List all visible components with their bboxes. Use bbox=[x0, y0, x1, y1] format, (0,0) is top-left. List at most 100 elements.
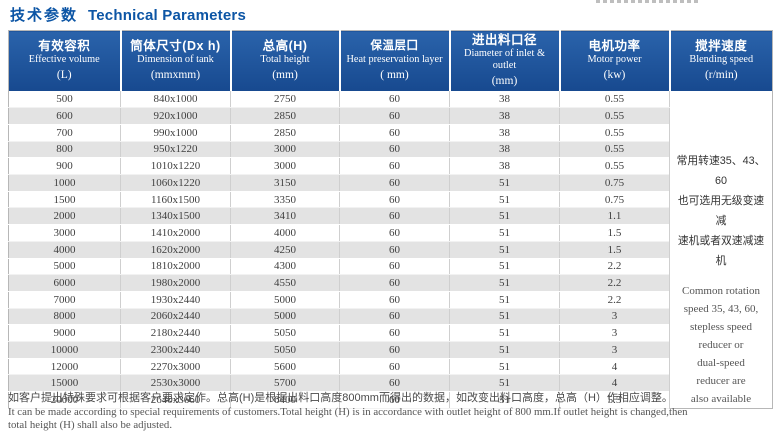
table-cell: 2640x3660 bbox=[120, 391, 231, 409]
table-cell: 60 bbox=[339, 141, 450, 159]
table-cell: 3 bbox=[559, 324, 670, 343]
table-cell: 51 bbox=[449, 224, 560, 242]
table-cell: 60 bbox=[339, 191, 450, 209]
table-cell: 4 bbox=[559, 358, 670, 376]
col-header-unit: (mm) bbox=[272, 69, 298, 81]
table-cell: 51 bbox=[449, 341, 560, 359]
table-cell: 4250 bbox=[230, 241, 340, 259]
table-cell: 7000 bbox=[8, 291, 121, 309]
table-cell: 0.75 bbox=[559, 191, 670, 209]
table-cell: 38 bbox=[449, 91, 560, 109]
table-cell: 2850 bbox=[230, 107, 340, 125]
col-header-unit: (mm) bbox=[491, 75, 518, 87]
col-header-motor-power: 电机功率 Motor power (kw) bbox=[559, 30, 671, 91]
clipped-text-fragment bbox=[596, 0, 698, 3]
table-cell: 1.5 bbox=[559, 241, 670, 259]
table-cell: 5.5 bbox=[559, 391, 670, 409]
table-cell: 6000 bbox=[8, 274, 121, 292]
table-cell: 1160x1500 bbox=[120, 191, 231, 209]
table-cell: 51 bbox=[449, 191, 560, 209]
table-cell: 1810x2000 bbox=[120, 258, 231, 276]
table-cell: 51 bbox=[449, 174, 560, 192]
col-header-en: Diameter of inlet & outlet bbox=[464, 48, 545, 71]
page-title-en: Technical Parameters bbox=[88, 7, 246, 24]
col-header-zh: 保温层囗 bbox=[370, 40, 419, 52]
table-row: 5000 1810x2000 4300 60 51 2.2 bbox=[8, 258, 773, 276]
table-row: 3000 1410x2000 4000 60 51 1.5 bbox=[8, 224, 773, 242]
col-header-diameter-inlet-outlet: 进出料口径 Diameter of inlet & outlet (mm) bbox=[449, 30, 561, 91]
table-cell: 5600 bbox=[230, 358, 340, 376]
table-cell: 60 bbox=[339, 341, 450, 359]
table-cell: 1620x2000 bbox=[120, 241, 231, 259]
table-cell: 51 bbox=[449, 324, 560, 343]
table-cell: 60 bbox=[339, 258, 450, 276]
table-cell: 2850 bbox=[230, 124, 340, 142]
table-cell: 4300 bbox=[230, 258, 340, 276]
table-cell: 2300x2440 bbox=[120, 341, 231, 359]
col-header-unit: (L) bbox=[56, 69, 72, 81]
col-header-unit: (mmxmm) bbox=[150, 69, 201, 81]
table-cell: 38 bbox=[449, 141, 560, 159]
col-header-en: Effective volume bbox=[28, 54, 100, 65]
table-row: 7000 1930x2440 5000 60 51 2.2 bbox=[8, 291, 773, 309]
technical-parameters-table: 有效容积 Effective volume (L) 筒体尺寸(Dx h) Dim… bbox=[8, 30, 773, 409]
table-cell: 840x1000 bbox=[120, 91, 231, 109]
table-cell: 1.5 bbox=[559, 224, 670, 242]
col-header-zh: 有效容积 bbox=[38, 39, 91, 53]
table-header: 有效容积 Effective volume (L) 筒体尺寸(Dx h) Dim… bbox=[8, 30, 773, 91]
table-row: 9000 2180x2440 5050 60 51 3 bbox=[8, 324, 773, 343]
table-cell: 51 bbox=[449, 291, 560, 309]
table-cell: 2.2 bbox=[559, 258, 670, 276]
table-cell: 3410 bbox=[230, 207, 340, 226]
table-cell: 1340x1500 bbox=[120, 207, 231, 226]
table-cell: 10000 bbox=[8, 341, 121, 359]
blending-speed-note-en: Common rotation speed 35, 43, 60, steple… bbox=[682, 285, 760, 405]
table-cell: 15000 bbox=[8, 374, 121, 393]
table-cell: 5050 bbox=[230, 341, 340, 359]
table-cell: 3 bbox=[559, 341, 670, 359]
table-cell: 51 bbox=[449, 358, 560, 376]
col-header-en: Blending speed bbox=[689, 54, 754, 65]
table-cell: 2000 bbox=[8, 207, 121, 226]
table-row: 1500 1160x1500 3350 60 51 0.75 bbox=[8, 191, 773, 209]
table-row: 20000 2640x3660 6400 60 51 5.5 bbox=[8, 391, 773, 409]
col-header-unit: ( mm) bbox=[380, 69, 409, 81]
table-cell: 0.55 bbox=[559, 91, 670, 109]
col-header-zh: 搅拌速度 bbox=[695, 39, 748, 53]
table-cell: 38 bbox=[449, 107, 560, 125]
table-cell: 1060x1220 bbox=[120, 174, 231, 192]
table-cell: 920x1000 bbox=[120, 107, 231, 125]
table-cell: 3350 bbox=[230, 191, 340, 209]
col-header-en: Dimension of tank bbox=[137, 54, 214, 65]
table-row: 8000 2060x2440 5000 60 51 3 bbox=[8, 308, 773, 326]
table-cell: 51 bbox=[449, 274, 560, 292]
table-cell: 1.1 bbox=[559, 207, 670, 226]
table-cell: 60 bbox=[339, 358, 450, 376]
table-cell: 60 bbox=[339, 324, 450, 343]
table-row: 15000 2530x3000 5700 60 51 4 bbox=[8, 374, 773, 393]
table-cell: 2180x2440 bbox=[120, 324, 231, 343]
table-cell: 0.55 bbox=[559, 124, 670, 142]
table-cell: 3 bbox=[559, 308, 670, 326]
table-cell: 950x1220 bbox=[120, 141, 231, 159]
table-cell: 60 bbox=[339, 308, 450, 326]
table-row: 900 1010x1220 3000 60 38 0.55 bbox=[8, 157, 773, 176]
table-cell: 1980x2000 bbox=[120, 274, 231, 292]
table-body: 500 840x1000 2750 60 38 0.55 常用转速35、43、60 也可选用… bbox=[8, 91, 773, 409]
col-header-en: Motor power bbox=[587, 54, 642, 65]
col-header-total-height: 总高(H) Total height (mm) bbox=[230, 30, 341, 91]
table-cell: 38 bbox=[449, 124, 560, 142]
table-cell: 1410x2000 bbox=[120, 224, 231, 242]
table-cell: 4000 bbox=[230, 224, 340, 242]
table-cell: 51 bbox=[449, 241, 560, 259]
table-cell: 8000 bbox=[8, 308, 121, 326]
table-row: 4000 1620x2000 4250 60 51 1.5 bbox=[8, 241, 773, 259]
table-cell: 4550 bbox=[230, 274, 340, 292]
table-cell: 500 bbox=[8, 91, 121, 109]
table-cell: 3000 bbox=[230, 141, 340, 159]
col-header-zh: 进出料口径 bbox=[471, 33, 537, 47]
table-cell: 5000 bbox=[230, 291, 340, 309]
table-cell: 5000 bbox=[230, 308, 340, 326]
table-cell: 3000 bbox=[230, 157, 340, 176]
